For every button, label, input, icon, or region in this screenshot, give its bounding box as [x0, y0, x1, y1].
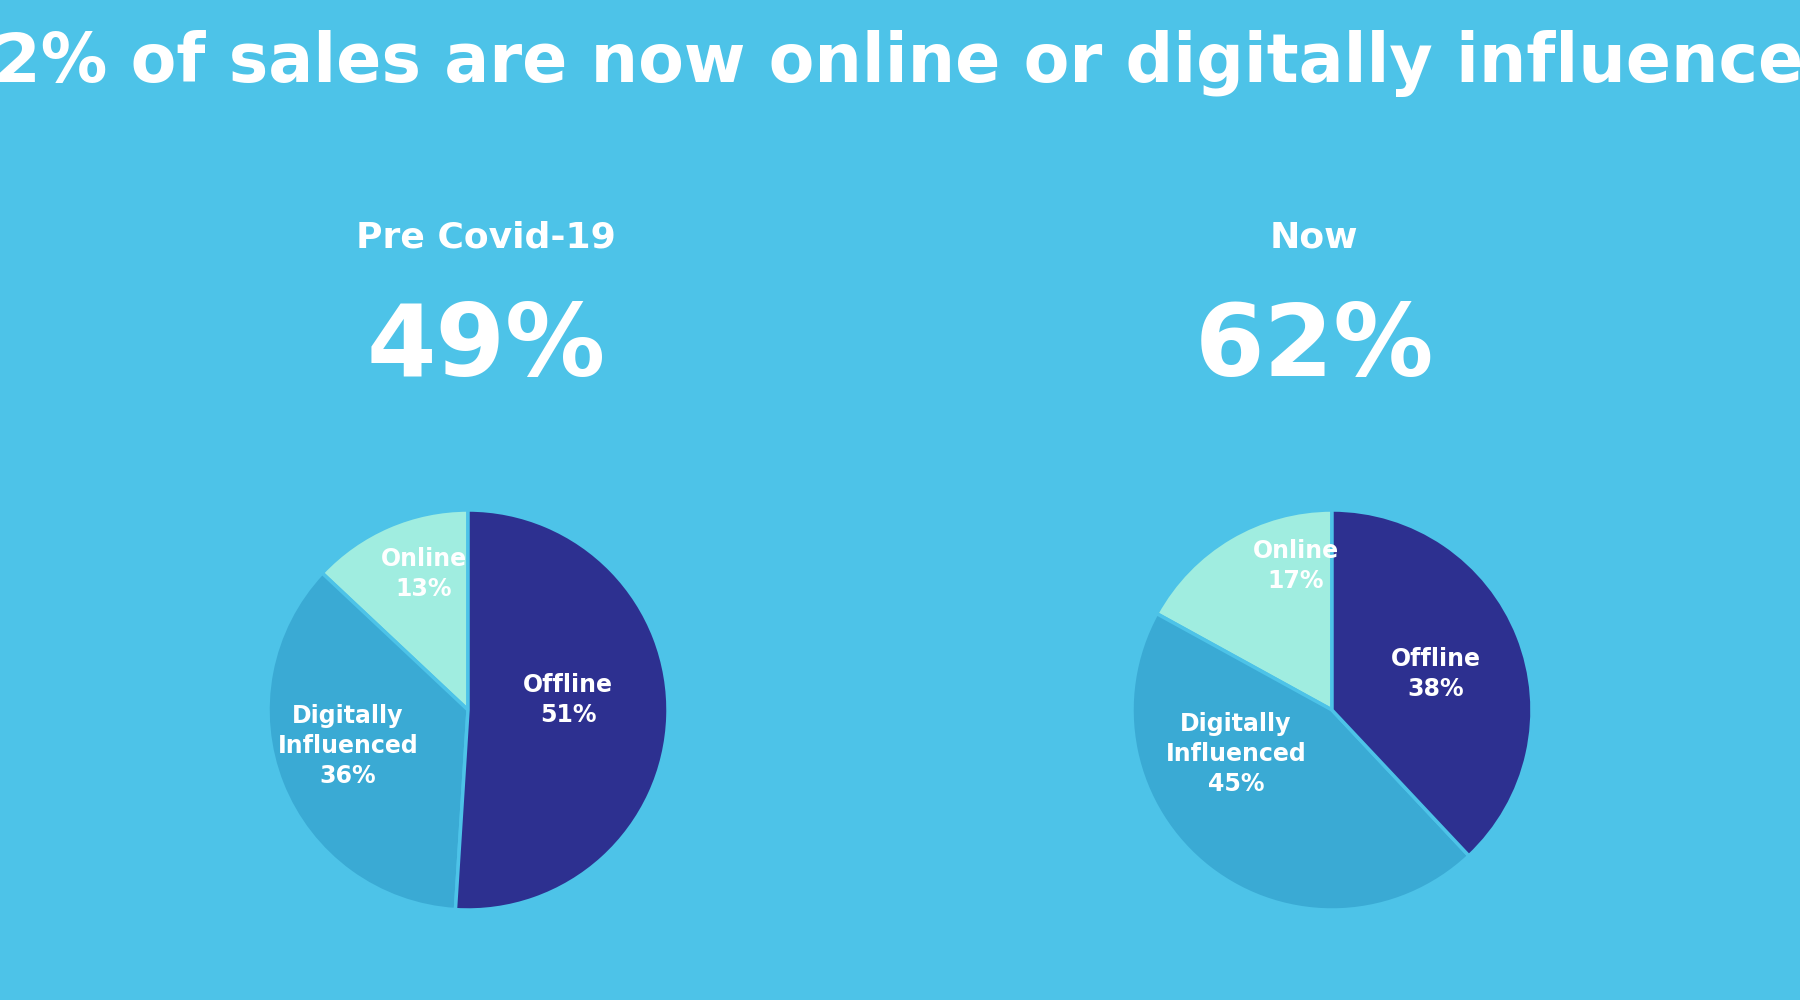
Wedge shape: [1332, 510, 1532, 856]
Wedge shape: [1157, 510, 1332, 710]
Wedge shape: [268, 573, 468, 910]
Text: 62% of sales are now online or digitally influenced: 62% of sales are now online or digitally…: [0, 30, 1800, 97]
Wedge shape: [1132, 614, 1469, 910]
Text: Pre Covid-19: Pre Covid-19: [356, 220, 616, 254]
Text: Online
13%: Online 13%: [382, 547, 466, 601]
Text: Offline
51%: Offline 51%: [524, 673, 614, 727]
Text: Online
17%: Online 17%: [1253, 539, 1339, 593]
Text: Digitally
Influenced
45%: Digitally Influenced 45%: [1166, 712, 1307, 796]
Text: 49%: 49%: [367, 300, 605, 397]
Wedge shape: [322, 510, 468, 710]
Text: Offline
38%: Offline 38%: [1391, 647, 1481, 701]
Text: Digitally
Influenced
36%: Digitally Influenced 36%: [277, 704, 418, 788]
Wedge shape: [455, 510, 668, 910]
Text: Now: Now: [1269, 220, 1359, 254]
Text: 62%: 62%: [1195, 300, 1433, 397]
